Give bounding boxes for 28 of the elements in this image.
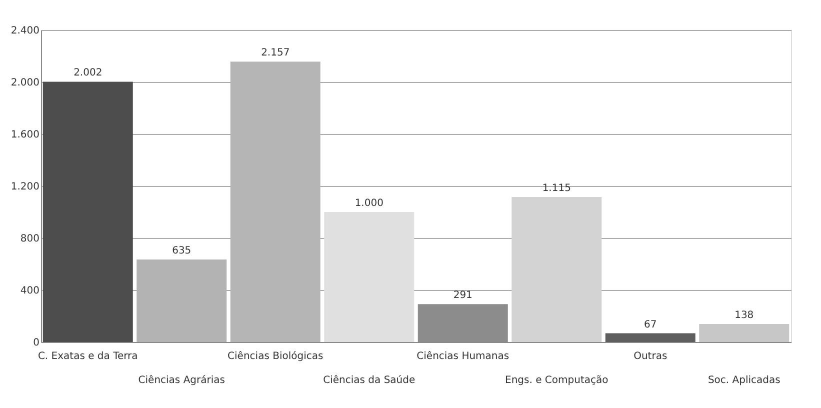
y-tick-label: 2.400 (10, 26, 40, 36)
data-label: 635 (172, 245, 192, 256)
data-label: 67 (644, 319, 657, 330)
y-tick-label: 2.000 (10, 78, 40, 88)
data-label: 1.115 (542, 183, 571, 194)
x-tick-label: Outras (634, 351, 668, 362)
x-tick-label: Ciências da Saúde (323, 375, 416, 386)
x-tick-label: Ciências Humanas (416, 351, 510, 362)
bar (605, 333, 696, 342)
bar (42, 82, 133, 342)
x-tick-label: Ciências Agrárias (138, 375, 225, 386)
data-label: 2.002 (74, 68, 102, 79)
x-tick-label: C. Exatas e da Terra (38, 351, 138, 362)
y-tick-label: 1.600 (10, 130, 40, 140)
data-label: 2.157 (261, 48, 290, 59)
data-label: 291 (453, 290, 472, 302)
data-label: 1.000 (354, 198, 384, 209)
y-tick-label: 0 (33, 338, 40, 348)
bar (324, 212, 414, 342)
data-label: 138 (734, 310, 754, 322)
y-tick-label: 800 (20, 234, 40, 244)
x-tick-label: Ciências Biológicas (228, 351, 324, 362)
y-tick-label: 1.200 (10, 182, 40, 192)
bar (699, 324, 790, 342)
x-tick-label: Engs. e Computação (505, 375, 608, 386)
y-tick-label: 400 (20, 286, 40, 296)
bar (512, 197, 602, 342)
x-tick-label: Soc. Aplicadas (708, 375, 780, 386)
